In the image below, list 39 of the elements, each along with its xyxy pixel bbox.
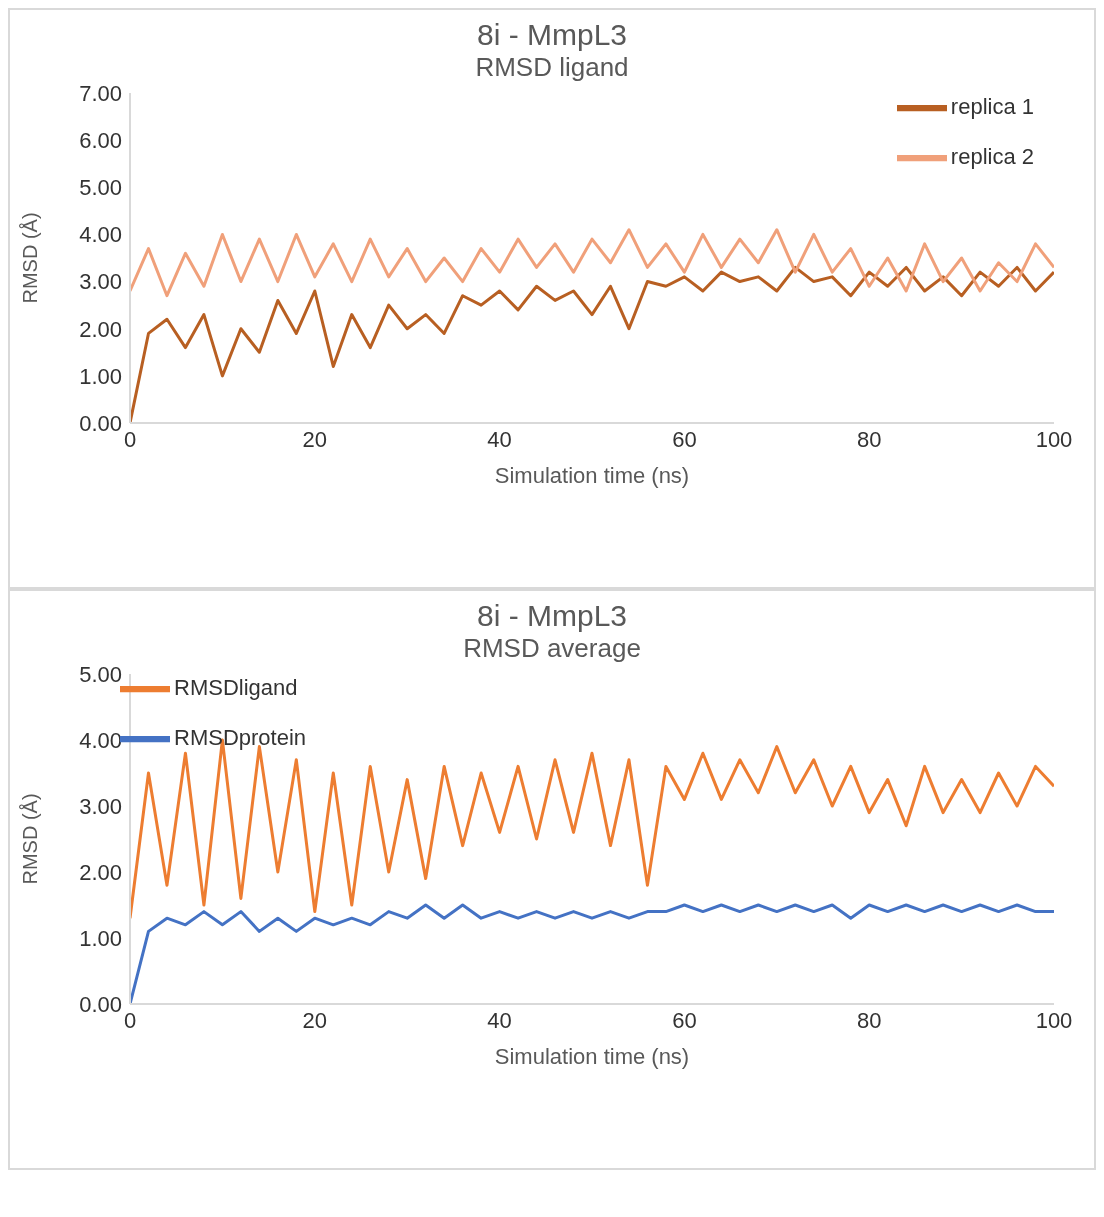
x-axis-title: Simulation time (ns) [494, 1044, 690, 1069]
chart-subtitle: RMSD average [463, 633, 641, 663]
y-tick-label: 2.00 [79, 316, 122, 342]
chart-title: 8i - MmpL3 [475, 599, 628, 633]
y-tick-label: 5.00 [79, 661, 122, 687]
x-tick-label: 0 [123, 426, 137, 452]
y-tick-label: 3.00 [79, 269, 122, 295]
x-tick-label: 40 [487, 1007, 512, 1033]
chart-subtitle: RMSD ligand [475, 52, 629, 82]
y-tick-label: 4.00 [79, 727, 122, 753]
x-tick-label: 20 [302, 426, 328, 452]
line-series [130, 228, 1054, 298]
y-tick-label: 1.00 [79, 363, 122, 389]
y-tick-label: 5.00 [79, 175, 122, 201]
y-tick-label: 3.00 [79, 793, 122, 819]
chart-title: 8i - MmpL3 [475, 18, 628, 52]
y-tick-label: 0.00 [79, 991, 122, 1017]
y-tick-label: 1.00 [79, 925, 122, 951]
x-axis-title: Simulation time (ns) [494, 463, 690, 488]
y-axis-title: RMSD (Å) [19, 793, 42, 885]
legend-label: RMSDligand [174, 674, 298, 700]
y-tick-label: 6.00 [79, 127, 122, 153]
x-tick-label: 100 [1035, 1007, 1073, 1033]
legend-label: replica 2 [950, 143, 1034, 169]
x-tick-label: 100 [1035, 426, 1073, 452]
y-tick-label: 0.00 [79, 410, 122, 436]
x-tick-label: 60 [672, 426, 697, 452]
y-axis-title: RMSD (Å) [19, 212, 42, 304]
x-tick-label: 0 [123, 1007, 137, 1033]
x-tick-label: 20 [302, 1007, 328, 1033]
x-tick-label: 80 [856, 426, 882, 452]
legend-label: replica 1 [950, 93, 1034, 119]
y-tick-label: 4.00 [79, 222, 122, 248]
y-tick-label: 7.00 [79, 80, 122, 106]
x-tick-label: 80 [856, 1007, 882, 1033]
y-tick-label: 2.00 [79, 859, 122, 885]
x-tick-label: 40 [487, 426, 512, 452]
legend-label: RMSDprotein [174, 724, 307, 750]
x-tick-label: 60 [672, 1007, 697, 1033]
